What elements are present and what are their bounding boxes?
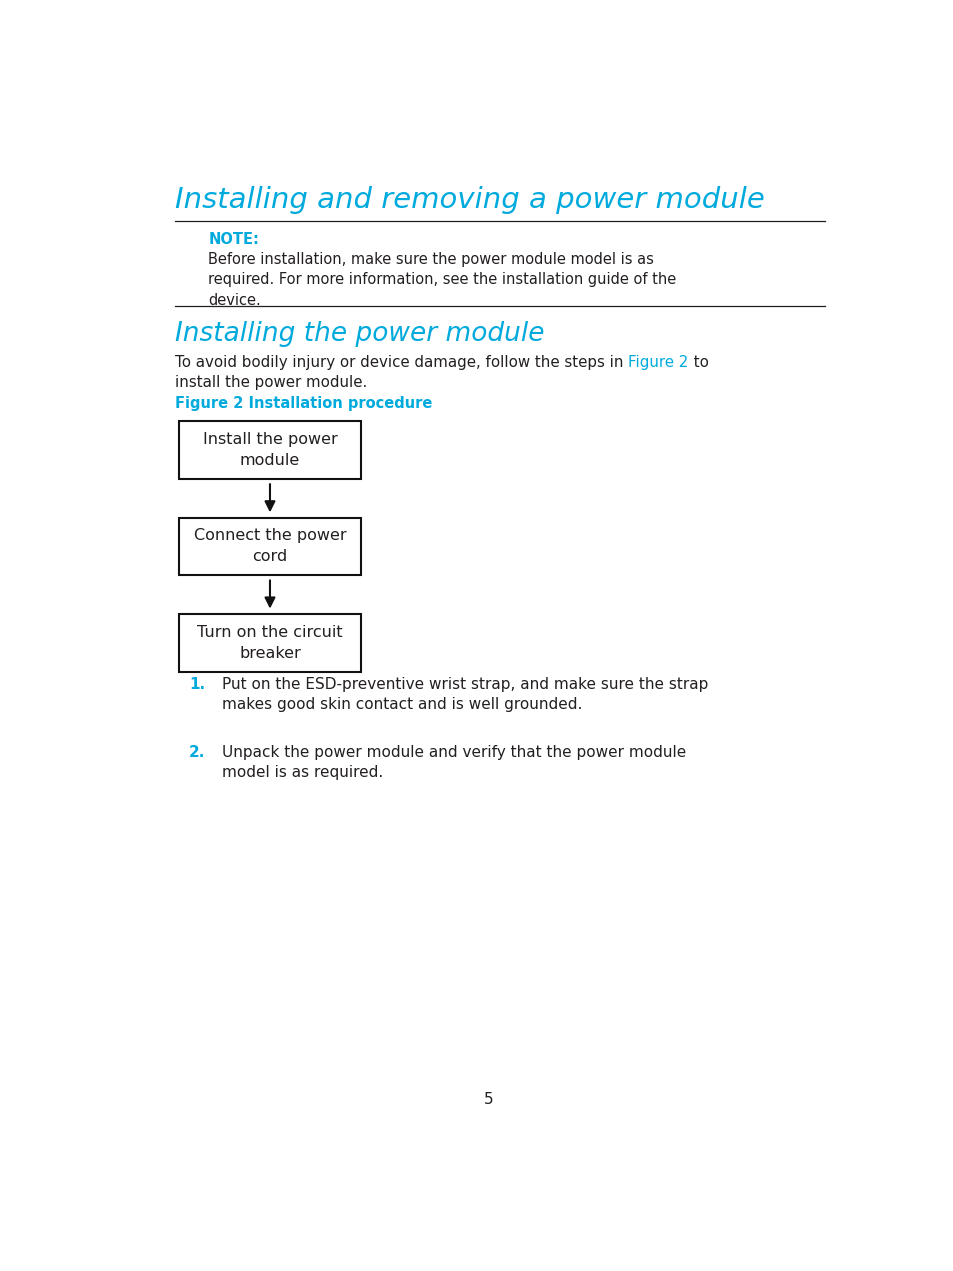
- Bar: [179, 517, 360, 576]
- Text: 1.: 1.: [189, 677, 205, 691]
- Text: Turn on the circuit
breaker: Turn on the circuit breaker: [197, 624, 342, 661]
- Text: Before installation, make sure the power module model is as: Before installation, make sure the power…: [208, 252, 654, 267]
- Text: to: to: [688, 355, 708, 370]
- Text: model is as required.: model is as required.: [221, 765, 382, 780]
- Text: To avoid bodily injury or device damage, follow the steps in: To avoid bodily injury or device damage,…: [174, 355, 628, 370]
- Text: Put on the ESD-preventive wrist strap, and make sure the strap: Put on the ESD-preventive wrist strap, a…: [221, 677, 707, 691]
- Text: device.: device.: [208, 292, 261, 308]
- Text: makes good skin contact and is well grounded.: makes good skin contact and is well grou…: [221, 698, 581, 712]
- Text: Install the power
module: Install the power module: [202, 432, 337, 468]
- Text: NOTE:: NOTE:: [208, 231, 259, 247]
- Text: Unpack the power module and verify that the power module: Unpack the power module and verify that …: [221, 745, 685, 760]
- Text: install the power module.: install the power module.: [174, 375, 367, 390]
- Text: 5: 5: [483, 1092, 494, 1107]
- Text: Installing the power module: Installing the power module: [174, 322, 544, 347]
- Text: 2.: 2.: [189, 745, 205, 760]
- Text: required. For more information, see the installation guide of the: required. For more information, see the …: [208, 272, 676, 287]
- Text: Connect the power
cord: Connect the power cord: [193, 529, 346, 564]
- Text: Installing and removing a power module: Installing and removing a power module: [174, 186, 764, 214]
- Text: Figure 2 Installation procedure: Figure 2 Installation procedure: [174, 395, 432, 411]
- Bar: [179, 421, 360, 479]
- Bar: [179, 614, 360, 671]
- Text: Figure 2: Figure 2: [628, 355, 688, 370]
